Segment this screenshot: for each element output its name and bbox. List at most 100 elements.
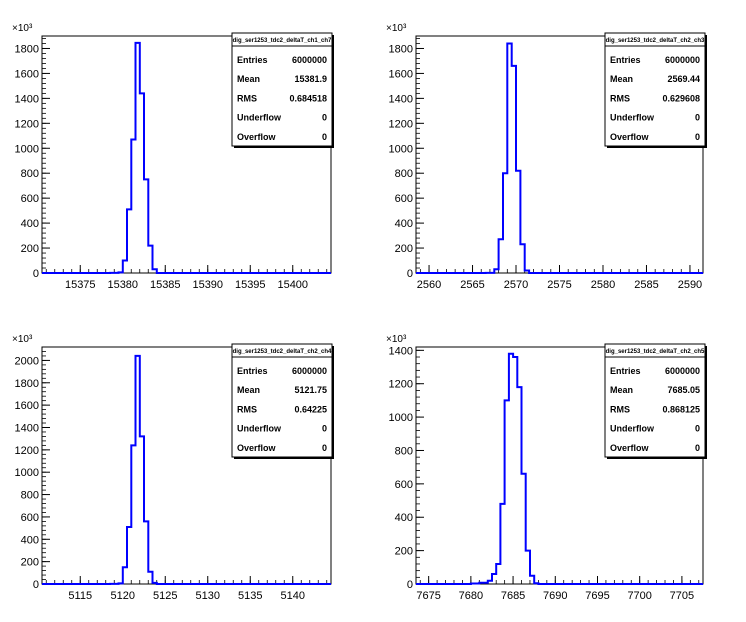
stats-value: 6000000	[665, 366, 700, 376]
stats-label: Entries	[610, 366, 641, 376]
stats-label: RMS	[610, 404, 630, 414]
x-tick-label: 2570	[504, 279, 528, 291]
stats-value: 7685.05	[667, 385, 700, 395]
y-tick-label: 1000	[389, 143, 413, 155]
stats-box: dig_ser1253_tdc2_deltaT_ch2_ch5 Entries 60…	[604, 343, 707, 459]
stats-value: 0	[322, 113, 327, 123]
stats-value: 0	[322, 443, 327, 453]
y-tick-label: 1200	[389, 379, 413, 391]
histogram-panel-1: 0 200 400 600 800 1000 1200 1400 1600 1800 15375 15…	[12, 23, 334, 291]
x-tick-label: 5130	[196, 590, 220, 602]
y-tick-label: 800	[21, 168, 39, 180]
x-tick-label: 5115	[68, 590, 92, 602]
stats-title: dig_ser1253_tdc2_deltaT_ch2_ch5	[606, 349, 705, 355]
histogram-line	[42, 41, 331, 274]
histogram-line	[42, 354, 331, 585]
stats-value: 0.629608	[662, 93, 700, 103]
x-tick-label: 15390	[192, 279, 223, 291]
stats-box-frame	[604, 343, 706, 458]
x-tick-label: 5135	[238, 590, 262, 602]
stats-label: Underflow	[237, 424, 282, 434]
x-tick-label: 7700	[627, 590, 651, 602]
stats-value: 0	[695, 443, 700, 453]
x-tick-label: 15400	[277, 279, 308, 291]
stats-label: RMS	[610, 93, 630, 103]
y-tick-label: 400	[21, 218, 39, 230]
y-tick-label: 1200	[15, 445, 39, 457]
y-tick-label: 1000	[389, 412, 413, 424]
histogram-line	[416, 42, 703, 274]
stats-value: 0	[695, 132, 700, 142]
stats-value: 0	[695, 113, 700, 123]
y-tick-label: 1000	[15, 143, 39, 155]
stats-box-frame	[231, 32, 333, 147]
stats-value: 6000000	[292, 55, 327, 65]
y-tick-label: 200	[21, 557, 39, 569]
histogram-line	[416, 352, 703, 585]
stats-value: 2569.44	[667, 74, 700, 84]
y-tick-label: 0	[33, 268, 39, 280]
stats-label: Overflow	[610, 132, 650, 142]
stats-title: dig_ser1253_tdc2_deltaT_ch2_ch3	[606, 38, 705, 44]
y-exponent-label: ×10³	[12, 334, 33, 345]
stats-label: Entries	[237, 366, 268, 376]
stats-value: 0	[695, 424, 700, 434]
stats-label: RMS	[237, 93, 257, 103]
x-tick-label: 15385	[150, 279, 181, 291]
y-tick-label: 1400	[389, 345, 413, 357]
y-tick-label: 1400	[15, 422, 39, 434]
y-tick-label: 600	[21, 512, 39, 524]
x-tick-label: 15395	[235, 279, 266, 291]
stats-value: 0.684518	[289, 93, 327, 103]
y-tick-label: 0	[33, 579, 39, 591]
x-tick-label: 2585	[634, 279, 658, 291]
stats-label: Mean	[237, 74, 260, 84]
stats-value: 0.64225	[294, 404, 327, 414]
y-tick-label: 600	[395, 193, 413, 205]
x-tick-label: 2565	[460, 279, 484, 291]
y-tick-label: 1800	[15, 43, 39, 55]
y-tick-label: 1200	[389, 118, 413, 130]
y-tick-label: 800	[21, 490, 39, 502]
stats-title: dig_ser1253_tdc2_deltaT_ch2_ch4	[233, 349, 332, 355]
x-tick-label: 5120	[111, 590, 135, 602]
x-tick-label: 7685	[501, 590, 525, 602]
y-tick-label: 400	[395, 218, 413, 230]
x-tick-label: 5140	[281, 590, 305, 602]
y-tick-label: 400	[21, 534, 39, 546]
stats-box: dig_ser1253_tdc2_deltaT_ch2_ch3 Entries 60…	[604, 32, 707, 148]
y-tick-label: 1800	[15, 378, 39, 390]
histogram-panel-3: 0 200 400 600 800 1000 1200 1400 1600 1800 2000 511…	[12, 334, 334, 602]
y-tick-label: 400	[395, 512, 413, 524]
x-tick-label: 2575	[547, 279, 571, 291]
stats-title: dig_ser1253_tdc2_deltaT_ch1_ch7	[233, 38, 332, 44]
y-tick-label: 800	[395, 168, 413, 180]
x-tick-label: 7680	[459, 590, 483, 602]
x-tick-label: 15375	[65, 279, 96, 291]
stats-label: Entries	[610, 55, 641, 65]
stats-label: Underflow	[610, 113, 655, 123]
stats-label: Mean	[610, 385, 633, 395]
y-tick-label: 1400	[15, 93, 39, 105]
x-tick-label: 7705	[670, 590, 694, 602]
y-tick-label: 1200	[15, 118, 39, 130]
x-tick-label: 7695	[585, 590, 609, 602]
stats-label: Mean	[237, 385, 260, 395]
stats-box: dig_ser1253_tdc2_deltaT_ch2_ch4 Entries 60…	[231, 343, 334, 459]
stats-value: 0	[322, 424, 327, 434]
x-tick-label: 15380	[107, 279, 138, 291]
y-tick-label: 600	[21, 193, 39, 205]
stats-value: 0.868125	[662, 404, 700, 414]
y-tick-label: 2000	[15, 355, 39, 367]
x-tick-label: 2560	[417, 279, 441, 291]
stats-value: 0	[322, 132, 327, 142]
stats-label: Underflow	[237, 113, 282, 123]
x-tick-label: 7675	[416, 590, 440, 602]
x-tick-label: 5125	[153, 590, 177, 602]
stats-label: Underflow	[610, 424, 655, 434]
stats-label: Mean	[610, 74, 633, 84]
x-tick-label: 7690	[543, 590, 567, 602]
y-tick-label: 1600	[15, 68, 39, 80]
stats-label: RMS	[237, 404, 257, 414]
stats-label: Overflow	[237, 443, 277, 453]
